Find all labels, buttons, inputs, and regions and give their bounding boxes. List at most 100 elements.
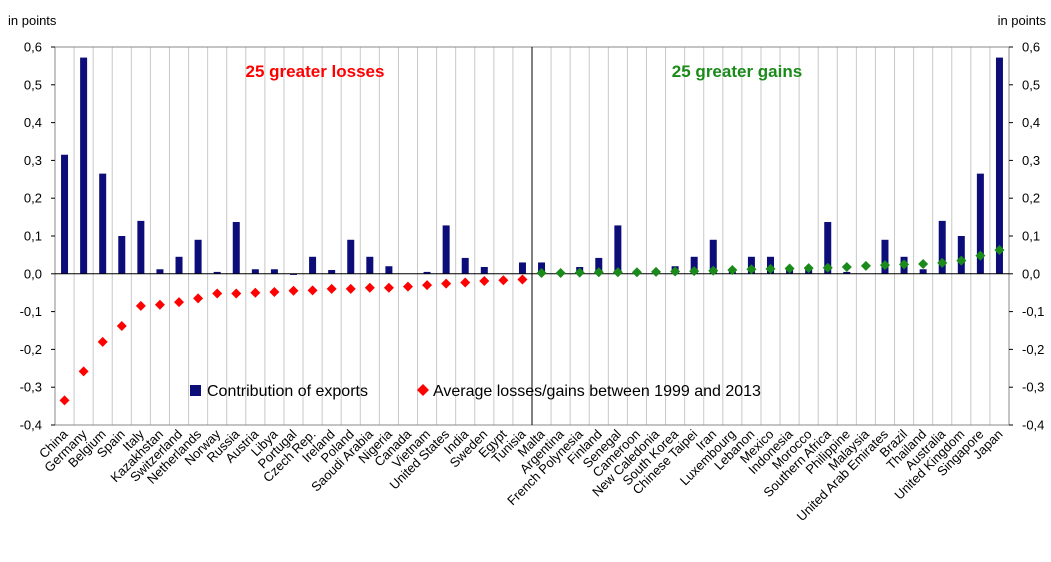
bar [595,257,603,274]
legend-marker-swatch [417,384,429,396]
marker-point [78,366,89,377]
bar [232,222,240,274]
y-tick-label-left: 0,2 [24,191,42,206]
marker-point [59,395,70,406]
bar [957,236,965,274]
bar [137,220,145,274]
gains-annotation: 25 greater gains [672,62,802,81]
legend-bar-label: Contribution of exports [207,383,368,400]
legend-bar-swatch [190,385,201,396]
marker-point [956,255,967,266]
marker-point [670,266,681,277]
bar [347,239,355,274]
marker-point [765,263,776,274]
y-tick-label-right: 0,2 [1022,191,1040,206]
marker-point [879,260,890,271]
marker-point [364,282,375,293]
bar [709,239,717,274]
marker-point [593,267,604,278]
bar [442,225,450,274]
marker-point [631,267,642,278]
bar [251,269,259,274]
label-layer: -0,4 -0,4 -0,3 -0,3 -0,2 -0,2 -0,1 -0,1 0,0 0,0 0,… [20,40,1045,524]
marker-point [383,282,394,293]
bar [690,256,698,274]
marker-layer [59,244,1005,406]
y-tick-label-left: -0,4 [20,418,42,433]
marker-point [975,250,986,261]
bar [824,222,832,274]
marker-point [288,285,299,296]
marker-point [307,285,318,296]
marker-point [498,275,509,286]
marker-point [231,288,242,299]
y-tick-label-right: 0,3 [1022,153,1040,168]
bar [423,271,431,274]
losses-annotation: 25 greater losses [246,62,385,81]
marker-point [460,277,471,288]
marker-point [689,266,700,277]
axis-layer [51,46,1013,426]
bar [881,239,889,274]
marker-point [536,268,547,279]
bar [976,173,984,274]
y-tick-label-right: 0,0 [1022,266,1040,281]
y-tick-label-left: -0,2 [20,342,42,357]
y-tick-label-right: -0,4 [1022,418,1044,433]
y-tick-label-right: 0,4 [1022,115,1040,130]
marker-point [841,261,852,272]
bar [938,220,946,274]
y-tick-label-left: -0,3 [20,380,42,395]
marker-point [154,299,165,310]
marker-point [193,293,204,304]
bar [385,266,393,274]
marker-point [269,286,280,297]
bar [61,154,69,274]
y-tick-label-right: 0,6 [1022,40,1040,55]
y-unit-left: in points [8,13,57,28]
marker-point [479,275,490,286]
marker-point [612,267,623,278]
marker-point [746,264,757,275]
marker-point [784,263,795,274]
marker-point [517,274,528,285]
marker-point [860,260,871,271]
y-tick-label-right: 0,5 [1022,77,1040,92]
bar [99,173,107,274]
marker-point [727,265,738,276]
y-unit-right: in points [998,13,1047,28]
bar [309,256,317,274]
bar [328,270,336,274]
bar [995,57,1003,274]
marker-point [326,283,337,294]
bar [156,269,164,274]
y-tick-label-left: 0,1 [24,229,42,244]
bar [843,271,851,274]
marker-point [937,257,948,268]
marker-point [574,267,585,278]
bar [213,271,221,274]
marker-point [441,278,452,289]
bar [80,57,88,274]
marker-point [899,259,910,270]
legend: Contribution of exports Average losses/g… [190,383,761,400]
bar [118,236,126,274]
y-tick-label-left: 0,0 [24,266,42,281]
y-tick-label-right: 0,1 [1022,229,1040,244]
bar [290,273,297,275]
bar [175,256,183,274]
marker-point [116,320,127,331]
grid-layer [73,47,991,425]
legend-marker-label: Average losses/gains between 1999 and 20… [433,383,761,400]
marker-point [994,244,1005,255]
marker-point [555,268,566,279]
marker-point [651,266,662,277]
bar [518,262,526,274]
marker-point [174,297,185,308]
marker-point [212,288,223,299]
bar [919,269,927,274]
bar [270,269,278,274]
y-tick-label-right: -0,2 [1022,342,1044,357]
